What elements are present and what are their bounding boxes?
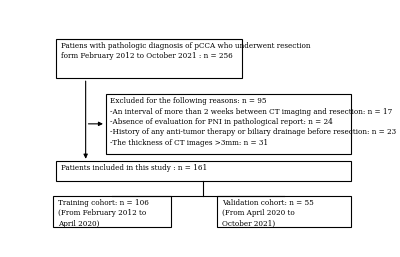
FancyBboxPatch shape [53,196,171,227]
Text: Training cohort: n = 106
(From February 2012 to
April 2020): Training cohort: n = 106 (From February … [58,199,149,228]
FancyBboxPatch shape [56,39,242,78]
Text: Patients included in this study : n = 161: Patients included in this study : n = 16… [61,164,207,172]
Text: Patiens with pathologic diagnosis of pCCA who underwent resection
form February : Patiens with pathologic diagnosis of pCC… [61,42,310,60]
Text: Excluded for the following reasons: n = 95
-An interval of more than 2 weeks bet: Excluded for the following reasons: n = … [110,97,396,147]
FancyBboxPatch shape [106,94,351,153]
FancyBboxPatch shape [56,161,351,181]
FancyBboxPatch shape [218,196,351,227]
Text: Validation cohort: n = 55
(From April 2020 to
October 2021): Validation cohort: n = 55 (From April 20… [222,199,314,228]
